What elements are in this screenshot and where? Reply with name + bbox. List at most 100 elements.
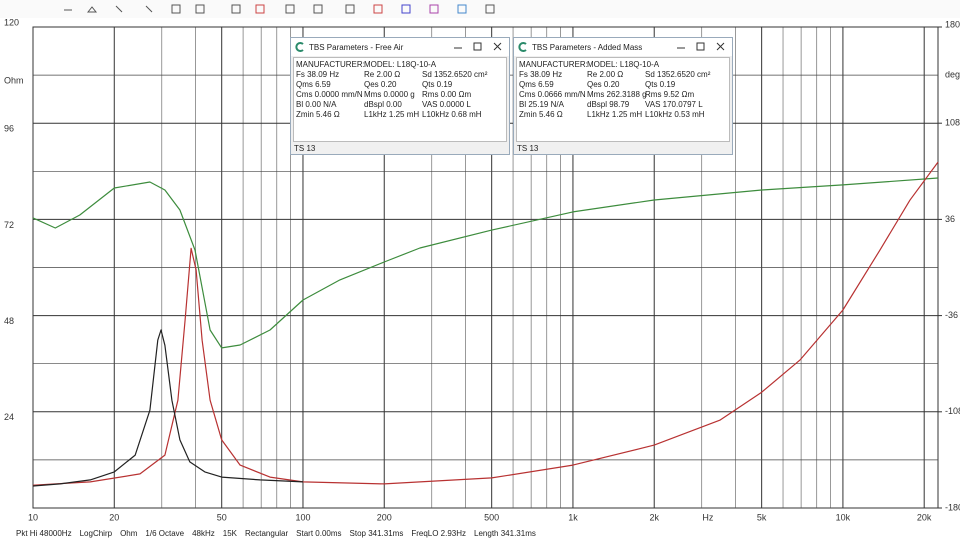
parameter-row: Bl 25.19 N/A dBspl 98.79 VAS 170.0797 L <box>519 99 727 109</box>
parameter: Rms 9.52 Ωm <box>645 89 695 99</box>
parameter-row: Cms 0.0666 mm/N Mms 262.3188 g Rms 9.52 Ωm <box>519 89 727 99</box>
tbs-window: TBS Parameters - Free Air MANUFACTURER: MO… <box>290 37 510 155</box>
y2-tick-label: 108 <box>945 118 960 128</box>
parameter: Zmin 5.46 Ω <box>519 109 563 119</box>
parameter: Qms 6.59 <box>519 79 554 89</box>
parameter: Qts 0.19 <box>422 79 453 89</box>
parameter-row: Cms 0.0000 mm/N Mms 0.0000 g Rms 0.00 Ωm <box>296 89 504 99</box>
parameters: MANUFACTURER: MODEL: L18Q-10-A Fs 38.09 Hz… <box>293 57 507 142</box>
series-line <box>32 329 304 487</box>
x-tick-label: 200 <box>377 512 392 522</box>
y2-tick-label: 36 <box>945 214 955 224</box>
parameter-row: Fs 38.09 Hz Re 2.00 Ω Sd 1352.6520 cm² <box>519 69 727 79</box>
series-line <box>32 161 939 486</box>
x-tick-label: 100 <box>295 512 310 522</box>
parameter: Sd 1352.6520 cm² <box>422 69 488 79</box>
status-item: Length 341.31ms <box>474 528 536 538</box>
parameter: MANUFACTURER: <box>519 59 588 69</box>
app-icon <box>295 42 304 52</box>
parameter: Bl 25.19 N/A <box>519 99 564 109</box>
x-tick-label: 2k <box>649 512 659 522</box>
parameter: Bl 0.00 N/A <box>296 99 337 109</box>
y-tick-label: 72 <box>4 220 14 230</box>
y2-tick-label: -180 <box>945 502 960 512</box>
x-tick-label: 5k <box>757 512 767 522</box>
y2-tick-label: 180 <box>945 19 960 29</box>
parameter: VAS 170.0797 L <box>645 99 703 109</box>
chart: 10 20 50 100 200 500 1k 2k 5k 10k 20k Hz 24 48 72 96 120… <box>0 0 960 522</box>
toolbar <box>0 0 960 18</box>
parameter: MANUFACTURER: <box>296 59 365 69</box>
y-tick-label: 96 <box>4 124 14 134</box>
x-tick-label: 20k <box>917 512 932 522</box>
tbs-window: TBS Parameters - Added Mass MANUFACTURER:… <box>513 37 733 155</box>
x-tick-label: 500 <box>484 512 499 522</box>
status-item: 1/6 Octave <box>145 528 185 538</box>
parameter: MODEL: L18Q-10-A <box>364 59 437 69</box>
parameter: L1kHz 1.25 mH <box>587 109 643 119</box>
status-item: Pkt Hi 48000Hz <box>16 528 72 538</box>
app-icon <box>518 42 527 52</box>
parameter-row: Qms 6.59 Qes 0.20 Qts 0.19 <box>519 79 727 89</box>
y-tick-label: 120 <box>4 17 19 27</box>
status-item: LogChirp <box>79 528 113 538</box>
x-tick-label: 20 <box>109 512 119 522</box>
y2-tick-label: -108 <box>945 406 960 416</box>
parameter: MODEL: L18Q-10-A <box>587 59 660 69</box>
status-item: Stop 341.31ms <box>349 528 404 538</box>
parameter: L1kHz 1.25 mH <box>364 109 420 119</box>
window-title: TBS Parameters - Free Air <box>309 42 404 52</box>
y-tick-label: 24 <box>4 412 14 422</box>
parameter-row: Qms 6.59 Qes 0.20 Qts 0.19 <box>296 79 504 89</box>
x-tick-label: 10k <box>836 512 851 522</box>
parameter-row: Zmin 5.46 Ω L1kHz 1.25 mH L10kHz 0.68 mH <box>296 109 504 119</box>
window-title: TBS Parameters - Added Mass <box>532 42 643 52</box>
parameter: dBspl 0.00 <box>364 99 402 109</box>
status-item: FreqLO 2.93Hz <box>411 528 467 538</box>
parameter: Mms 0.0000 g <box>364 89 415 99</box>
parameter-row: Zmin 5.46 Ω L1kHz 1.25 mH L10kHz 0.53 mH <box>519 109 727 119</box>
parameter: Fs 38.09 Hz <box>519 69 563 79</box>
window-status: TS 13 <box>294 144 316 153</box>
y-axis-label: Ohm <box>4 75 24 85</box>
parameter-row: MANUFACTURER: MODEL: L18Q-10-A <box>519 59 727 69</box>
parameter: Fs 38.09 Hz <box>296 69 340 79</box>
parameter: Re 2.00 Ω <box>364 69 401 79</box>
parameter-row: Bl 0.00 N/A dBspl 0.00 VAS 0.0000 L <box>296 99 504 109</box>
parameter: Rms 0.00 Ωm <box>422 89 472 99</box>
parameter: Zmin 5.46 Ω <box>296 109 340 119</box>
parameter: Mms 262.3188 g <box>587 89 647 99</box>
parameter: L10kHz 0.68 mH <box>422 109 482 119</box>
series-line <box>32 177 939 349</box>
window-status: TS 13 <box>517 144 539 153</box>
title-bar: TBS Parameters - Free Air <box>291 38 509 56</box>
y2-axis-label: deg <box>945 69 960 79</box>
parameter: L10kHz 0.53 mH <box>645 109 705 119</box>
x-axis-label: Hz <box>702 512 713 522</box>
x-tick-label: 10 <box>28 512 38 522</box>
parameter: dBspl 98.79 <box>587 99 630 109</box>
parameter: VAS 0.0000 L <box>422 99 471 109</box>
x-tick-label: 1k <box>568 512 578 522</box>
status-item: 48kHz <box>192 528 215 538</box>
status-item: Start 0.00ms <box>296 528 342 538</box>
title-bar: TBS Parameters - Added Mass <box>514 38 732 56</box>
parameter: Sd 1352.6520 cm² <box>645 69 711 79</box>
parameters: MANUFACTURER: MODEL: L18Q-10-A Fs 38.09 Hz… <box>516 57 730 142</box>
parameter: Re 2.00 Ω <box>587 69 624 79</box>
x-tick-label: 50 <box>217 512 227 522</box>
status-item: Rectangular <box>245 528 289 538</box>
parameter: Qts 0.19 <box>645 79 676 89</box>
status-item: Ohm <box>120 528 138 538</box>
parameter-row: MANUFACTURER: MODEL: L18Q-10-A <box>296 59 504 69</box>
parameter: Cms 0.0000 mm/N <box>296 89 363 99</box>
window-buttons[interactable] <box>449 41 509 53</box>
y2-tick-label: -36 <box>945 310 958 320</box>
window-buttons[interactable] <box>672 41 732 53</box>
parameter: Qes 0.20 <box>587 79 620 89</box>
status-item: 15K <box>222 528 238 538</box>
y-tick-label: 48 <box>4 316 14 326</box>
parameter: Cms 0.0666 mm/N <box>519 89 586 99</box>
parameter: Qms 6.59 <box>296 79 331 89</box>
